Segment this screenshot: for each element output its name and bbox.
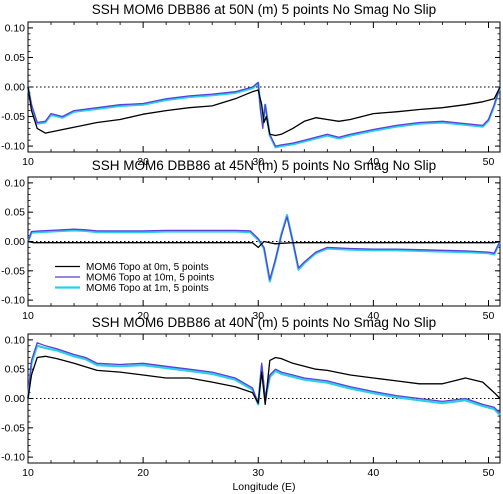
series-line-2 — [27, 81, 501, 147]
y-tick-label: -0.05 — [1, 422, 25, 434]
x-tick-label: 20 — [137, 467, 149, 479]
y-tick-label: 0.05 — [5, 364, 26, 376]
y-tick-label: 0.10 — [5, 177, 26, 189]
y-tick-label: -0.10 — [1, 141, 25, 153]
series-line-1 — [27, 240, 501, 249]
chart-title: SSH MOM6 DBB86 at 45N (m) 5 points No Sm… — [92, 158, 436, 173]
x-tick-label: 30 — [252, 467, 264, 479]
y-tick-label: 0.05 — [5, 207, 26, 219]
y-tick-label: 0.00 — [5, 393, 26, 405]
legend-label-2: MOM6 Topo at 10m, 5 points — [86, 273, 214, 284]
series-line-2 — [27, 342, 501, 414]
y-tick-label: 0.05 — [5, 52, 26, 64]
series-line-3 — [26, 214, 502, 283]
x-tick-label: 40 — [368, 156, 380, 168]
legend-label-3: MOM6 Topo at 1m, 5 points — [86, 283, 209, 294]
chart-title: SSH MOM6 DBB86 at 40N (m) 5 points No Sm… — [92, 315, 436, 330]
x-tick-label: 40 — [368, 310, 380, 322]
series-line-2 — [27, 216, 501, 281]
x-tick-label: 10 — [22, 467, 34, 479]
y-tick-label: -0.10 — [1, 452, 25, 464]
x-tick-label: 40 — [368, 467, 380, 479]
y-tick-label: -0.05 — [1, 111, 25, 123]
legend-label-1: MOM6 Topo at 0m, 5 points — [86, 262, 209, 273]
x-tick-label: 10 — [22, 310, 34, 322]
chart-title: SSH MOM6 DBB86 at 50N (m) 5 points No Sm… — [92, 2, 436, 17]
x-tick-label: 50 — [483, 156, 495, 168]
x-tick-label: 20 — [137, 156, 149, 168]
y-tick-label: 0.00 — [5, 236, 26, 248]
x-tick-label: 50 — [483, 310, 495, 322]
x-tick-label: 30 — [252, 156, 264, 168]
x-tick-label: 10 — [22, 156, 34, 168]
x-tick-label: 50 — [483, 467, 495, 479]
y-tick-label: -0.05 — [1, 265, 25, 277]
x-tick-label: 20 — [137, 310, 149, 322]
y-tick-label: 0.10 — [5, 334, 26, 346]
series-line-1 — [27, 355, 501, 406]
series-line-1 — [27, 86, 501, 137]
x-axis-label: Longitude (E) — [232, 481, 295, 493]
y-tick-label: 0.00 — [5, 82, 26, 94]
y-tick-label: 0.10 — [5, 22, 26, 34]
x-tick-label: 30 — [252, 310, 264, 322]
y-tick-label: -0.10 — [1, 295, 25, 307]
